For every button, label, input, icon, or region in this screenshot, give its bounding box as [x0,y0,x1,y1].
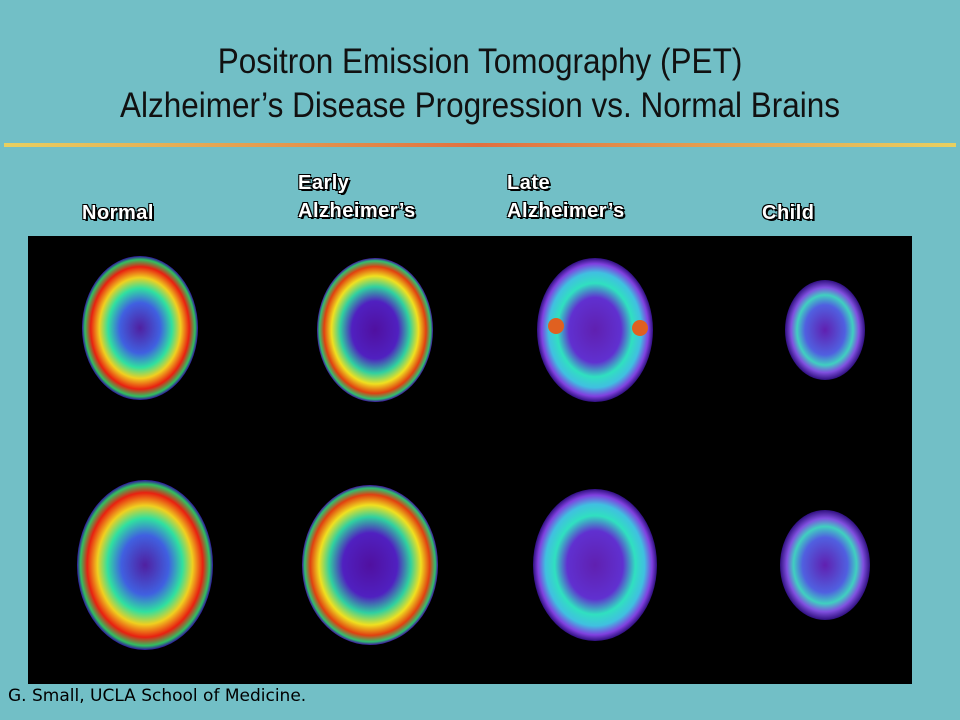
column-label: Normal [82,199,154,227]
brain-scan [77,480,213,650]
pet-images [28,236,912,684]
column-label: Early Alzheimer’s [298,169,416,225]
brain-scan [537,258,653,402]
label-line: Normal [82,202,154,224]
brain-scan [302,485,438,645]
title-line: Positron Emission Tomography (PET) [217,42,743,81]
label-line: Early [298,172,350,194]
column-label: Child [762,199,815,227]
label-line: Child [762,202,815,224]
column-label: Late Alzheimer’s [507,169,625,225]
hotspot [548,318,564,334]
brain-scan [317,258,433,402]
title-line: Alzheimer’s Disease Progression vs. Norm… [119,86,841,125]
hotspot [632,320,648,336]
label-line: Alzheimer’s [298,200,416,222]
brain-scan [780,510,870,620]
brain-scan [785,280,865,380]
label-line: Alzheimer’s [507,200,625,222]
divider [4,143,956,147]
brain-scan [533,489,657,641]
credit: G. Small, UCLA School of Medicine. [8,686,307,706]
label-line: Late [507,172,551,194]
brain-scan [82,256,198,400]
